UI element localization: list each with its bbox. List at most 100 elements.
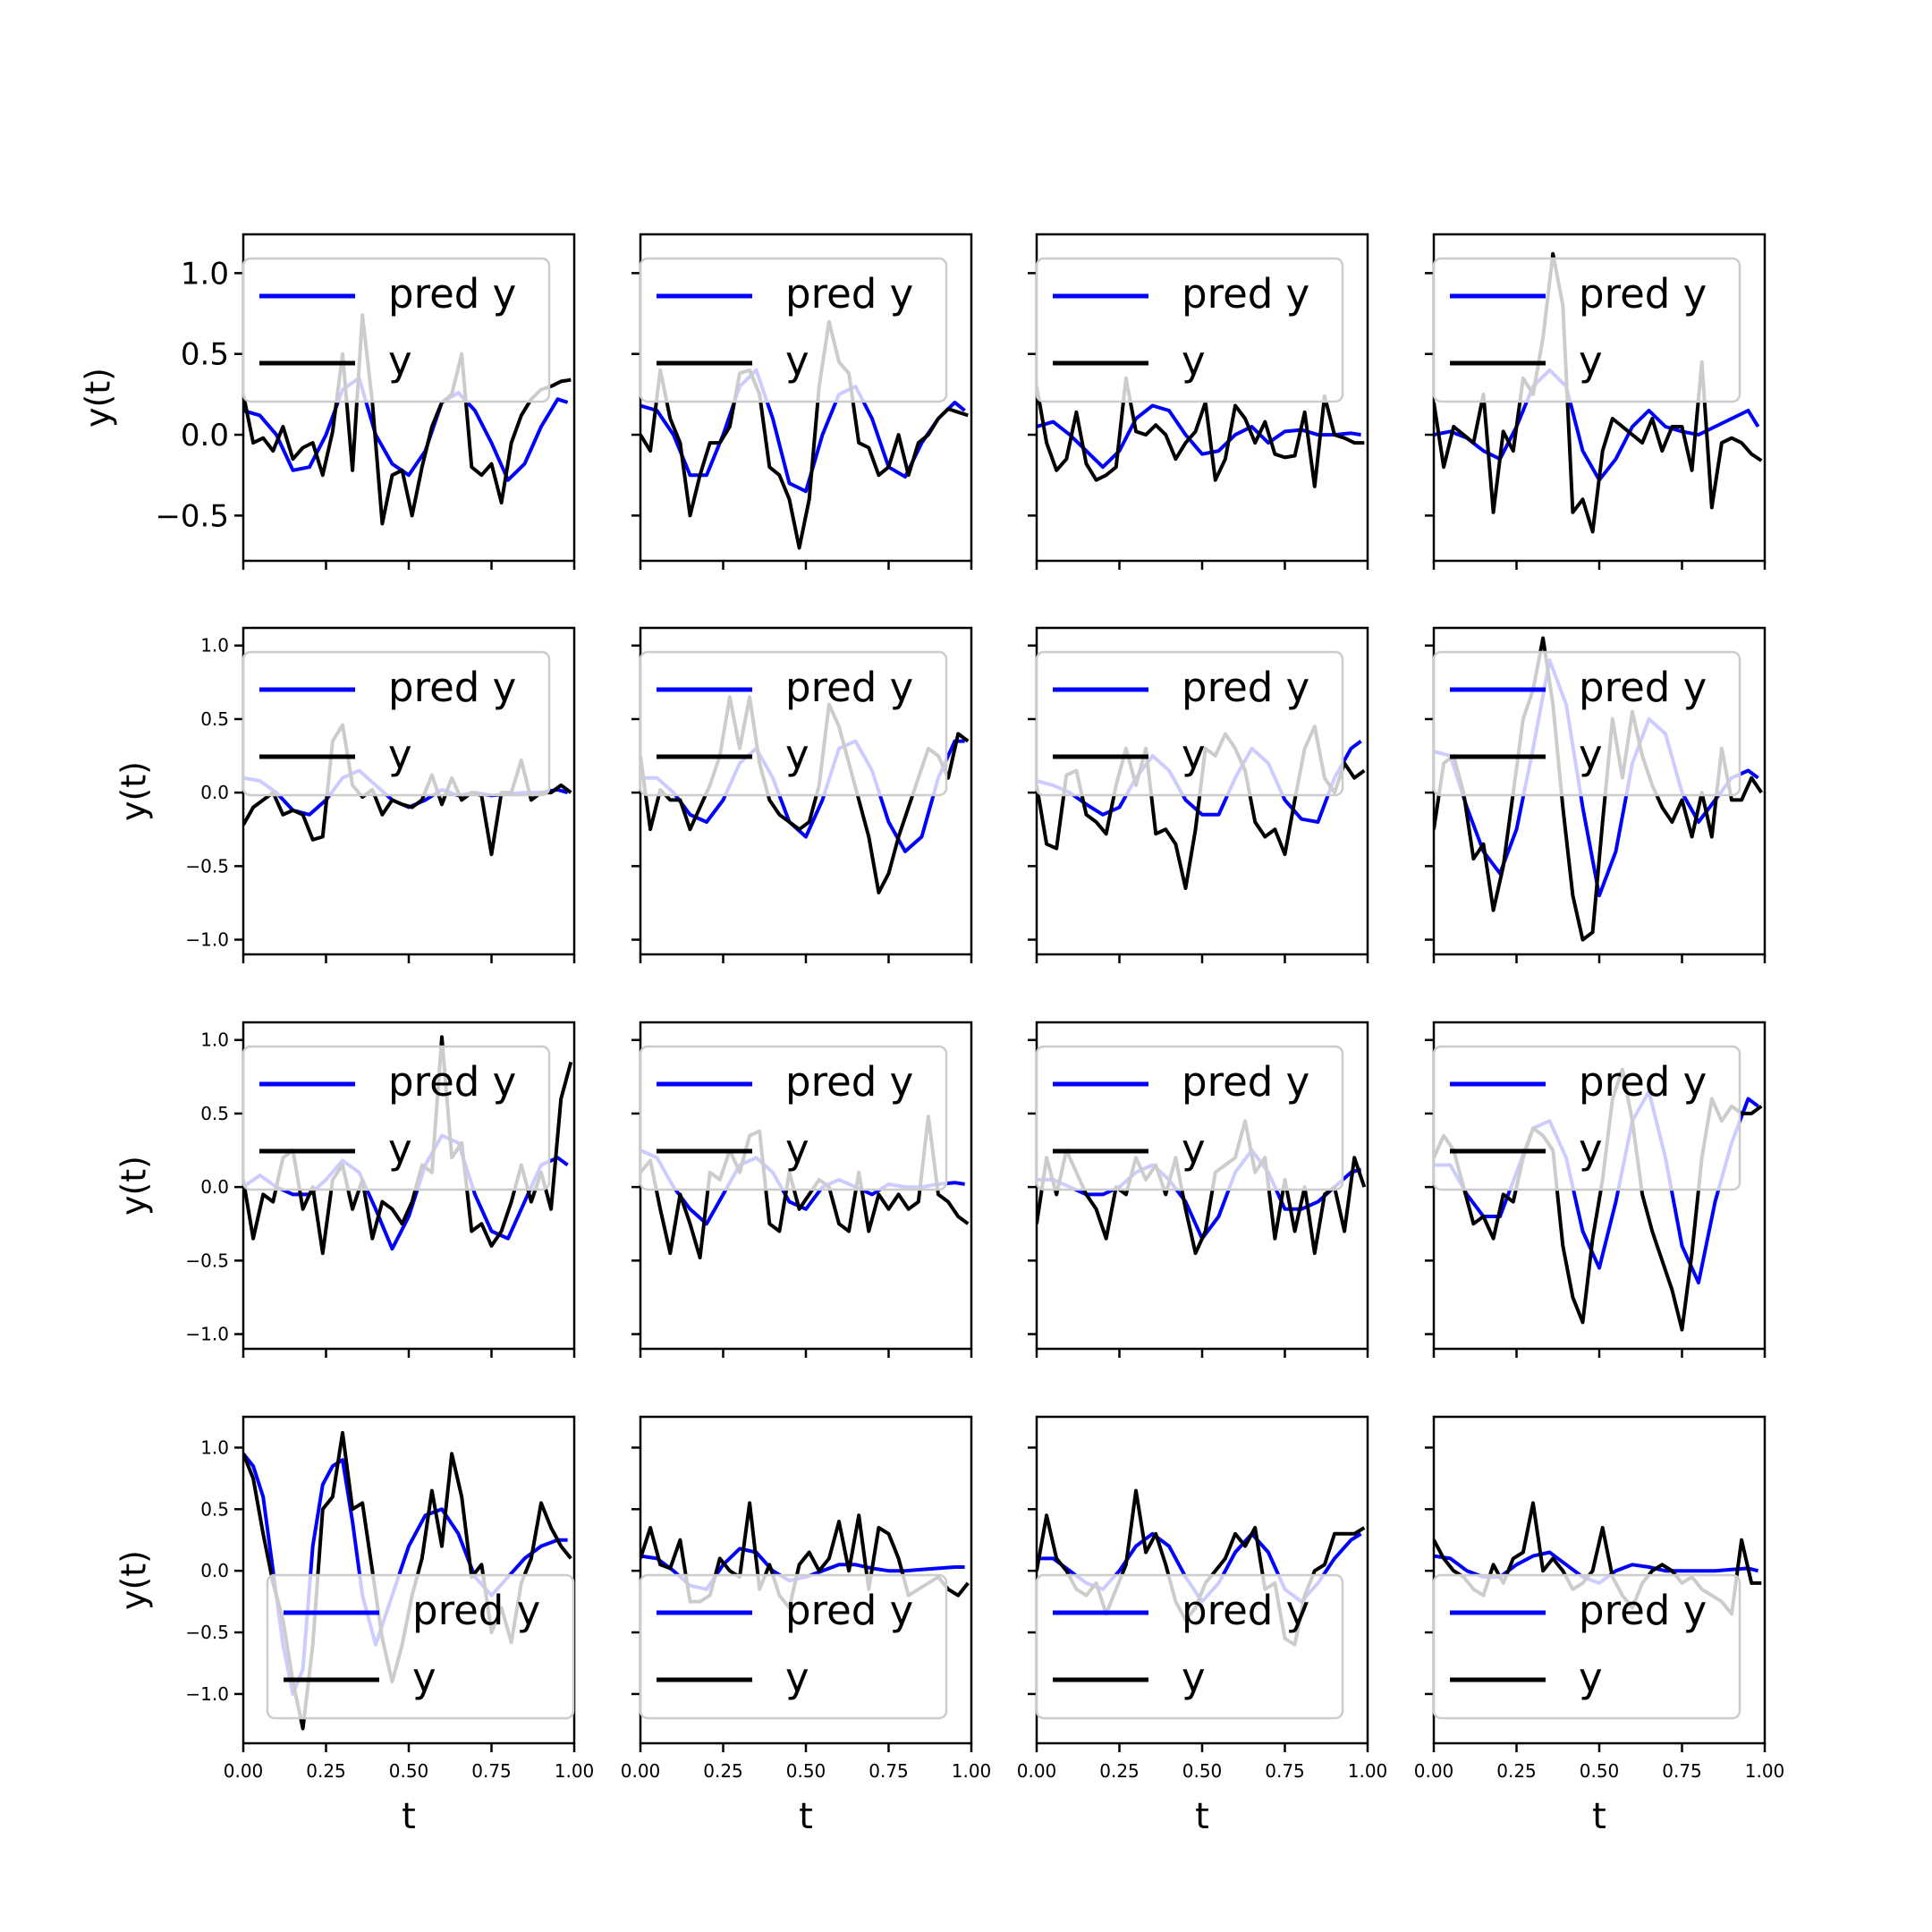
legend-pred-y-label: pred y — [388, 1058, 516, 1106]
legend-pred-y-label: pred y — [1579, 270, 1707, 318]
pred-y-line — [1037, 739, 1362, 824]
x-axis-label: t — [799, 1796, 813, 1837]
y-line — [243, 313, 572, 526]
y-tick-label: −1.0 — [185, 1683, 229, 1705]
legend-y-label: y — [785, 337, 809, 385]
y-tick-label: 1.0 — [200, 635, 229, 657]
legend-pred-y-label: pred y — [785, 664, 913, 711]
legend-y-label: y — [785, 1125, 809, 1173]
y-tick-label: 1.0 — [181, 256, 229, 292]
legend-y-label: y — [785, 1654, 809, 1701]
subplot-r1-c3: pred y y — [1425, 626, 1767, 963]
legend-y-label: y — [1579, 337, 1603, 385]
subplot-r3-c3: 0.00 0.25 0.50 0.75 1.00 t pred y y — [1414, 1415, 1785, 1837]
legend: pred y y — [639, 1045, 948, 1191]
x-tick-label: 0.25 — [1496, 1760, 1537, 1782]
legend: pred y y — [1432, 257, 1741, 403]
legend: pred y y — [1432, 650, 1741, 797]
legend: pred y y — [1432, 1573, 1741, 1720]
legend-pred-y-label: pred y — [1182, 1587, 1309, 1634]
legend-pred-y-label: pred y — [1182, 270, 1309, 318]
y-line — [1434, 251, 1763, 534]
y-tick-label: −0.5 — [185, 1250, 229, 1271]
y-tick-label: 0.5 — [200, 1103, 229, 1124]
legend-y-label: y — [388, 337, 412, 385]
legend: pred y y — [639, 1573, 948, 1720]
x-tick-label: 0.50 — [786, 1760, 826, 1782]
subplot-r0-c3: pred y y — [1425, 233, 1767, 570]
subplot-r0-c2: pred y y — [1028, 233, 1369, 570]
legend-y-label: y — [388, 731, 412, 778]
x-tick-label: 0.25 — [703, 1760, 743, 1782]
y-tick-label: 0.5 — [200, 708, 229, 730]
x-tick-label: 0.00 — [621, 1760, 661, 1782]
y-tick-label: 0.0 — [181, 418, 229, 453]
legend-y-label: y — [1182, 337, 1206, 385]
y-axis-label: y(t) — [114, 761, 154, 821]
legend-y-label: y — [412, 1654, 436, 1701]
legend: pred y y — [1035, 257, 1344, 403]
pred-y-line — [243, 376, 569, 482]
legend-pred-y-label: pred y — [785, 1587, 913, 1634]
y-tick-label: 0.5 — [181, 337, 229, 373]
y-tick-label: 0.0 — [200, 1176, 229, 1198]
y-tick-label: −0.5 — [155, 498, 229, 534]
y-tick-label: 1.0 — [200, 1436, 229, 1458]
legend-pred-y-label: pred y — [388, 664, 516, 711]
x-tick-label: 1.00 — [1745, 1760, 1785, 1782]
subplot-r2-c3: pred y y — [1425, 1021, 1767, 1358]
y-tick-label: 0.0 — [200, 1560, 229, 1581]
x-tick-label: 0.00 — [224, 1760, 264, 1782]
pred-y-line — [1434, 658, 1759, 898]
legend: pred y y — [242, 257, 551, 403]
subplot-r0-c1: pred y y — [631, 233, 973, 570]
x-tick-label: 0.50 — [1182, 1760, 1223, 1782]
x-axis-label: t — [1592, 1796, 1606, 1837]
legend-pred-y-label: pred y — [785, 270, 913, 318]
legend-y-label: y — [1579, 1125, 1603, 1173]
subplot-r1-c2: pred y y — [1028, 626, 1369, 963]
subplot-r3-c2: 0.00 0.25 0.50 0.75 1.00 t pred y y — [1017, 1415, 1388, 1837]
subplot-r2-c2: pred y y — [1028, 1021, 1369, 1358]
y-tick-label: 0.0 — [200, 782, 229, 803]
legend-pred-y-label: pred y — [1579, 1587, 1707, 1634]
x-tick-label: 1.00 — [555, 1760, 595, 1782]
legend-pred-y-label: pred y — [1182, 1058, 1309, 1106]
legend: pred y y — [242, 1045, 551, 1191]
x-axis-label: t — [1195, 1796, 1209, 1837]
legend: pred y y — [1432, 1045, 1741, 1191]
y-line — [1037, 376, 1365, 488]
y-tick-label: −0.5 — [185, 1622, 229, 1643]
subplot-r3-c1: 0.00 0.25 0.50 0.75 1.00 t pred y y — [621, 1415, 991, 1837]
y-tick-label: 1.0 — [200, 1030, 229, 1051]
y-line — [1434, 636, 1763, 942]
legend-y-label: y — [1182, 1654, 1206, 1701]
legend: pred y y — [1035, 650, 1344, 797]
legend-pred-y-label: pred y — [785, 1058, 913, 1106]
legend-pred-y-label: pred y — [1579, 1058, 1707, 1106]
subplot-r2-c0: −1.0 −0.5 0.0 0.5 1.0 y(t) pred y y — [114, 1021, 576, 1358]
legend-y-label: y — [785, 731, 809, 778]
legend: pred y y — [639, 257, 948, 403]
legend: pred y y — [639, 650, 948, 797]
y-axis-label: y(t) — [79, 368, 118, 428]
legend: pred y y — [1035, 1573, 1344, 1720]
legend-y-label: y — [1182, 731, 1206, 778]
legend-y-label: y — [1579, 731, 1603, 778]
y-tick-label: −1.0 — [185, 1324, 229, 1345]
x-tick-label: 0.75 — [869, 1760, 909, 1782]
legend: pred y y — [242, 650, 551, 797]
x-tick-label: 1.00 — [1348, 1760, 1388, 1782]
legend: pred y y — [266, 1573, 575, 1720]
y-tick-label: −1.0 — [185, 929, 229, 951]
x-tick-label: 0.25 — [1099, 1760, 1140, 1782]
legend-pred-y-label: pred y — [412, 1587, 540, 1634]
legend: pred y y — [1035, 1045, 1344, 1191]
y-tick-label: 0.5 — [200, 1498, 229, 1520]
y-line — [640, 1114, 970, 1260]
pred-y-line — [1037, 403, 1361, 470]
x-tick-label: 0.75 — [1265, 1760, 1305, 1782]
x-axis-label: t — [402, 1796, 416, 1837]
legend-y-label: y — [1579, 1654, 1603, 1701]
